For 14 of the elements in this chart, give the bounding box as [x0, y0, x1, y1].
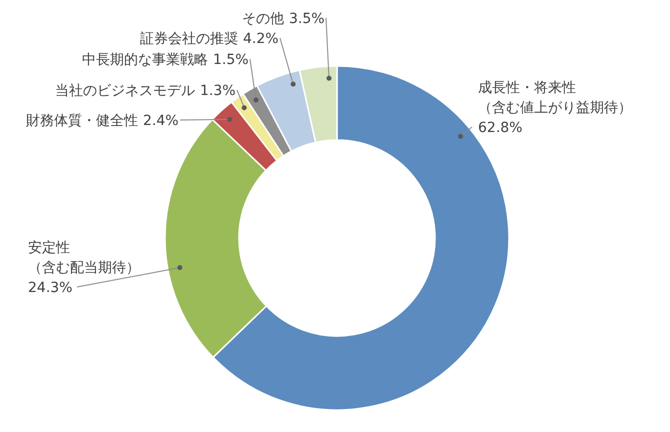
data-label: 1.3%	[200, 83, 236, 99]
data-label: 4.2%	[243, 31, 279, 47]
slice-label: 財務体質・健全性	[26, 113, 138, 129]
slice-label: 安定性（含む配当期待）	[28, 240, 140, 276]
slice-label: 成長性・将来性（含む値上がり益期待）	[478, 80, 632, 116]
data-label: 2.4%	[143, 113, 179, 129]
data-label: 62.8%	[478, 120, 522, 136]
data-label: 1.5%	[213, 52, 249, 68]
slice-label: 当社のビジネスモデル	[55, 83, 195, 99]
data-label: 24.3%	[28, 280, 72, 296]
data-label: 3.5%	[289, 11, 325, 27]
slice-label: 証券会社の推奨	[140, 31, 238, 47]
slice-label: 中長期的な事業戦略	[82, 52, 208, 68]
slice-label: その他	[242, 11, 284, 27]
